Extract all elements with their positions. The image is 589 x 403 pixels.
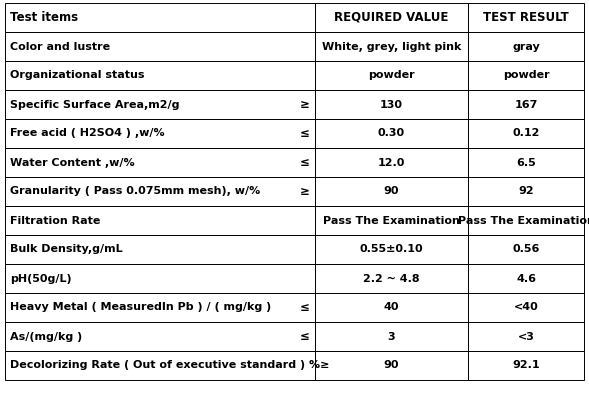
Bar: [315, 148, 468, 177]
Bar: [315, 32, 468, 61]
Bar: [468, 32, 584, 61]
Text: Granularity ( Pass 0.075mm mesh), w/%: Granularity ( Pass 0.075mm mesh), w/%: [10, 187, 260, 197]
Text: 0.30: 0.30: [378, 129, 405, 139]
Bar: [315, 322, 468, 351]
Bar: [468, 351, 584, 380]
Text: 3: 3: [388, 332, 395, 341]
Text: Specific Surface Area,m2/g: Specific Surface Area,m2/g: [10, 100, 180, 110]
Bar: [315, 235, 468, 264]
Text: Color and lustre: Color and lustre: [10, 42, 110, 52]
Bar: [468, 235, 584, 264]
Text: 0.12: 0.12: [512, 129, 540, 139]
Bar: [468, 90, 584, 119]
Text: ≥: ≥: [300, 185, 310, 198]
Text: 92.1: 92.1: [512, 361, 540, 370]
Text: REQUIRED VALUE: REQUIRED VALUE: [335, 11, 449, 24]
Bar: [315, 351, 468, 380]
Bar: [468, 293, 584, 322]
Text: 92: 92: [518, 187, 534, 197]
Text: 4.6: 4.6: [516, 274, 536, 283]
Text: As/(mg/kg ): As/(mg/kg ): [10, 332, 82, 341]
Bar: [5, 351, 315, 380]
Bar: [315, 90, 468, 119]
Text: ≤: ≤: [300, 156, 310, 169]
Text: 90: 90: [383, 361, 399, 370]
Text: Water Content ,w/%: Water Content ,w/%: [10, 158, 135, 168]
Text: 2.2 ~ 4.8: 2.2 ~ 4.8: [363, 274, 420, 283]
Bar: [468, 264, 584, 293]
Bar: [5, 90, 315, 119]
Text: powder: powder: [368, 71, 415, 81]
Text: Pass The Examination: Pass The Examination: [458, 216, 589, 226]
Text: Organizational status: Organizational status: [10, 71, 144, 81]
Text: Free acid ( H2SO4 ) ,w/%: Free acid ( H2SO4 ) ,w/%: [10, 129, 164, 139]
Text: ≥: ≥: [300, 98, 310, 111]
Text: Filtration Rate: Filtration Rate: [10, 216, 100, 226]
Text: powder: powder: [503, 71, 550, 81]
Text: 0.56: 0.56: [512, 245, 540, 255]
Text: TEST RESULT: TEST RESULT: [483, 11, 569, 24]
Bar: [5, 206, 315, 235]
Bar: [468, 148, 584, 177]
Text: ≤: ≤: [300, 127, 310, 140]
Text: 0.55±0.10: 0.55±0.10: [360, 245, 423, 255]
Text: 40: 40: [383, 303, 399, 312]
Bar: [5, 148, 315, 177]
Text: White, grey, light pink: White, grey, light pink: [322, 42, 461, 52]
Bar: [315, 61, 468, 90]
Bar: [468, 3, 584, 32]
Text: 90: 90: [383, 187, 399, 197]
Text: pH(50g/L): pH(50g/L): [10, 274, 72, 283]
Bar: [315, 119, 468, 148]
Text: Bulk Density,g/mL: Bulk Density,g/mL: [10, 245, 123, 255]
Bar: [468, 206, 584, 235]
Text: Test items: Test items: [10, 11, 78, 24]
Text: 130: 130: [380, 100, 403, 110]
Text: 12.0: 12.0: [378, 158, 405, 168]
Bar: [468, 322, 584, 351]
Bar: [315, 206, 468, 235]
Bar: [5, 264, 315, 293]
Bar: [315, 177, 468, 206]
Bar: [5, 322, 315, 351]
Bar: [315, 264, 468, 293]
Text: Heavy Metal ( MeasuredIn Pb ) / ( mg/kg ): Heavy Metal ( MeasuredIn Pb ) / ( mg/kg …: [10, 303, 272, 312]
Bar: [468, 177, 584, 206]
Bar: [5, 235, 315, 264]
Bar: [5, 32, 315, 61]
Text: <3: <3: [518, 332, 535, 341]
Bar: [5, 293, 315, 322]
Bar: [315, 293, 468, 322]
Bar: [5, 3, 315, 32]
Bar: [468, 119, 584, 148]
Text: gray: gray: [512, 42, 540, 52]
Text: Decolorizing Rate ( Out of executive standard ) %≥: Decolorizing Rate ( Out of executive sta…: [10, 361, 329, 370]
Bar: [468, 61, 584, 90]
Text: Pass The Examination: Pass The Examination: [323, 216, 460, 226]
Bar: [5, 61, 315, 90]
Bar: [5, 119, 315, 148]
Text: ≤: ≤: [300, 330, 310, 343]
Text: <40: <40: [514, 303, 538, 312]
Text: ≤: ≤: [300, 301, 310, 314]
Bar: [315, 3, 468, 32]
Text: 167: 167: [514, 100, 538, 110]
Text: 6.5: 6.5: [516, 158, 536, 168]
Bar: [5, 177, 315, 206]
